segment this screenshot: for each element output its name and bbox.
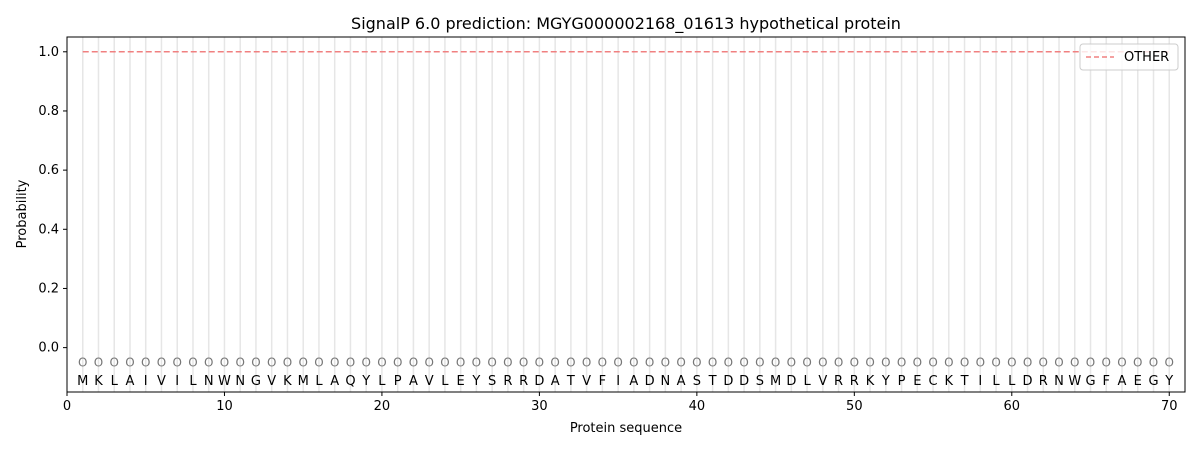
residue-label: I [978,374,982,389]
residue-label: Y [361,374,370,389]
residue-label: M [770,374,781,389]
residue-label: M [298,374,309,389]
x-tick-label: 60 [1004,399,1021,414]
residue-label: V [425,374,434,389]
residue-label: V [818,374,827,389]
residue-label: D [645,374,655,389]
residue-label: I [175,374,179,389]
residue-label: E [1134,374,1142,389]
residue-label: K [945,374,954,389]
x-tick-label: 70 [1161,399,1178,414]
residue-label: E [457,374,465,389]
residue-label: I [616,374,620,389]
residue-label: L [189,374,197,389]
legend-label-other: OTHER [1124,50,1169,65]
x-tick-label: 50 [846,399,863,414]
residue-label: D [786,374,796,389]
residue-label: N [1054,374,1064,389]
residue-label: S [488,374,496,389]
residue-label: R [503,374,512,389]
residue-label: L [992,374,1000,389]
predicted-labels: OOOOOOOOOOOOOOOOOOOOOOOOOOOOOOOOOOOOOOOO… [78,355,1174,369]
residue-label: A [629,374,638,389]
legend: OTHER [1079,43,1179,71]
residue-label: L [378,374,386,389]
residue-label: Q [345,374,355,389]
residue-label: Y [881,374,890,389]
x-axis-label: Protein sequence [570,421,682,436]
residue-label: G [1085,374,1095,389]
residue-label: C [929,374,938,389]
residue-label: T [566,374,575,389]
residue-label: F [1103,374,1110,389]
residue-label: L [803,374,811,389]
residue-label: Y [1164,374,1173,389]
residue-label: A [1118,374,1127,389]
residue-label: V [157,374,166,389]
residue-label: Y [471,374,480,389]
residue-label: D [1023,374,1033,389]
y-axis-label: Probability [15,179,30,248]
residue-label: V [582,374,591,389]
residue-label: L [111,374,119,389]
residue-label: N [204,374,214,389]
y-tick-label: 0.4 [38,222,59,237]
residue-label: R [519,374,528,389]
residue-label: P [394,374,402,389]
y-tick-label: 0.8 [38,104,59,119]
grid-lines [81,37,1171,392]
residue-label: S [756,374,764,389]
y-tick-label: 0.2 [38,281,59,296]
plot-frame [66,36,1186,393]
residue-label: G [251,374,261,389]
residue-label: E [913,374,921,389]
residue-label: D [739,374,749,389]
residue-label: G [1148,374,1158,389]
x-tick-label: 10 [216,399,233,414]
residue-label: D [723,374,733,389]
residue-label: A [409,374,418,389]
y-tick-label: 1.0 [38,45,59,60]
chart-title: SignalP 6.0 prediction: MGYG000002168_01… [351,14,901,34]
residue-label: A [126,374,135,389]
x-tick-label: 0 [63,399,71,414]
residue-label: P [898,374,906,389]
x-tick-label: 20 [374,399,391,414]
y-tick-label: 0.0 [38,341,59,356]
x-tick-label: 30 [531,399,548,414]
residue-label: L [1008,374,1016,389]
residue-label: K [866,374,875,389]
residue-label: K [283,374,292,389]
y-tick-label: 0.6 [38,163,59,178]
residue-label: M [77,374,88,389]
x-tick-label: 40 [689,399,706,414]
residue-label: F [599,374,606,389]
residue-label: T [708,374,717,389]
residue-label: W [218,374,231,389]
residue-label: R [834,374,843,389]
residue-label: A [330,374,339,389]
residue-label: I [144,374,148,389]
residue-label: L [441,374,449,389]
residue-label: A [677,374,686,389]
residue-label: T [960,374,969,389]
residue-label: D [534,374,544,389]
residue-label: S [693,374,701,389]
residue-label: K [94,374,103,389]
residue-label: V [267,374,276,389]
residue-label: L [315,374,323,389]
residue-label: N [235,374,245,389]
residue-label: R [850,374,859,389]
residue-label: R [1039,374,1048,389]
residue-label: A [551,374,560,389]
residue-label: W [1068,374,1081,389]
residue-label: N [660,374,670,389]
